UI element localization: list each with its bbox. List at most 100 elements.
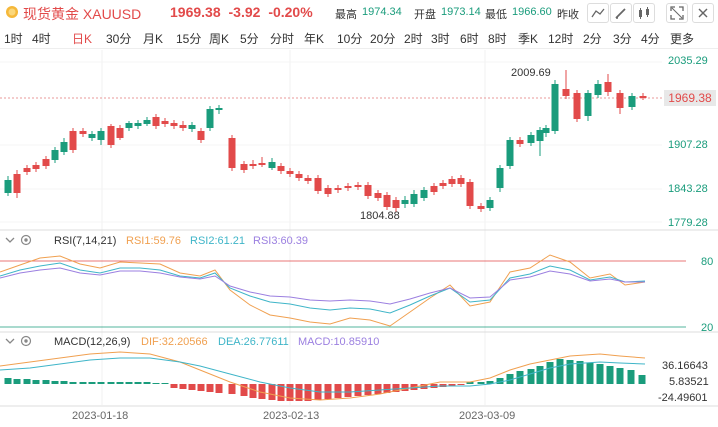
- collapse-icon[interactable]: [4, 234, 16, 249]
- period-tab[interactable]: 2时: [404, 32, 423, 46]
- period-tab[interactable]: 20分: [370, 32, 396, 46]
- candle-body: [542, 128, 550, 133]
- candle-body: [466, 182, 474, 206]
- candle-body: [23, 168, 31, 172]
- period-tab[interactable]: 3时: [431, 32, 450, 46]
- candle-body: [32, 165, 40, 169]
- settings-icon[interactable]: [20, 335, 32, 350]
- candle-body: [573, 93, 581, 119]
- candle-body: [527, 135, 535, 143]
- y-label-main-4: 1779.28: [668, 217, 708, 229]
- period-tab[interactable]: 季K: [518, 32, 539, 46]
- candle-body: [240, 164, 248, 170]
- x-label-1: 2023-01-18: [72, 410, 129, 422]
- macd-bar: [107, 382, 115, 384]
- line-tool-button[interactable]: [587, 3, 609, 23]
- period-tab[interactable]: 30分: [106, 32, 132, 46]
- macd-bar: [240, 384, 248, 396]
- price-change: -3.92: [228, 4, 261, 20]
- macd-bar: [439, 384, 447, 387]
- candle-body: [277, 166, 285, 171]
- candle-body: [286, 171, 294, 174]
- current-price-tag: 1969.38: [664, 90, 716, 106]
- candle-body: [107, 126, 115, 145]
- period-tab[interactable]: 8时: [488, 32, 507, 46]
- period-tab[interactable]: 5分: [240, 32, 259, 46]
- period-tab[interactable]: 12时: [548, 32, 574, 46]
- draw-tool-button[interactable]: [610, 3, 632, 23]
- candle-body: [506, 140, 514, 166]
- macd-value: MACD:10.85910: [298, 336, 380, 348]
- period-tab[interactable]: 10分: [337, 32, 363, 46]
- macd-bar: [627, 370, 635, 384]
- candle-body: [383, 195, 391, 207]
- last-price: 1969.38 -3.92 -0.20%: [170, 4, 313, 20]
- macd-bar: [79, 382, 87, 384]
- candle-body: [295, 174, 303, 178]
- macd-bar: [586, 363, 594, 384]
- period-tab[interactable]: 分时: [270, 32, 295, 46]
- candle-body: [584, 93, 592, 116]
- period-tab[interactable]: 更多: [670, 32, 695, 46]
- settings-icon[interactable]: [20, 234, 32, 249]
- macd-bar: [324, 384, 332, 399]
- macd-bar: [616, 368, 624, 384]
- candle-style-button[interactable]: [633, 3, 655, 23]
- macd-bar: [430, 384, 438, 388]
- rsi3-line: [0, 267, 645, 305]
- candle-body: [4, 180, 12, 193]
- macd-header: MACD(12,26,9) DIF:32.20566 DEA:26.77611 …: [0, 334, 718, 350]
- macd-bar: [477, 382, 485, 384]
- period-tab[interactable]: 15分: [176, 32, 202, 46]
- macd-bar: [134, 382, 142, 384]
- candle-body: [314, 178, 322, 191]
- period-tab[interactable]: 年K: [304, 32, 325, 46]
- macd-bar: [23, 379, 31, 384]
- rsi-y-80: 80: [701, 256, 714, 268]
- candle-body: [477, 206, 485, 209]
- period-tab[interactable]: 3分: [613, 32, 632, 46]
- macd-bar: [383, 384, 391, 393]
- period-tab[interactable]: 4时: [32, 32, 51, 46]
- macd-bar: [354, 384, 362, 396]
- high-value: 1974.34: [362, 6, 402, 18]
- period-tab[interactable]: 日K: [72, 32, 93, 46]
- period-tab[interactable]: 6时: [460, 32, 479, 46]
- open-value: 1973.14: [441, 6, 481, 18]
- period-tab[interactable]: 周K: [209, 32, 230, 46]
- period-tab[interactable]: 1时: [4, 32, 23, 46]
- candle-body: [51, 150, 59, 160]
- macd-bar: [516, 371, 524, 384]
- period-tab[interactable]: 月K: [143, 32, 164, 46]
- macd-bar: [215, 384, 223, 393]
- candle-body: [143, 120, 151, 124]
- period-tabs: 1时 4时 日K 30分 月K 15分 周K 5分 分时 年K 10分 20分 2时 3时 6时 8时 季K 12…: [0, 26, 718, 49]
- y-label-main-1: 2035.29: [668, 55, 708, 67]
- rsi2-value: RSI2:61.21: [190, 235, 246, 247]
- close-button[interactable]: [692, 3, 714, 23]
- prev-close-label: 昨收: [557, 9, 579, 21]
- macd-bar: [161, 383, 169, 384]
- macd-bar: [152, 383, 160, 384]
- fullscreen-button[interactable]: [666, 3, 688, 23]
- price-value: 1969.38: [170, 4, 221, 20]
- period-tab[interactable]: 4分: [641, 32, 660, 46]
- macd-y-1: 36.16643: [662, 360, 708, 372]
- candle-body: [496, 168, 504, 188]
- candle-body: [410, 194, 418, 204]
- price-change-pct: -0.20%: [268, 4, 313, 20]
- collapse-icon[interactable]: [4, 335, 16, 350]
- candle-body: [125, 123, 133, 128]
- macd-bar: [60, 381, 68, 384]
- rsi1-value: RSI1:59.76: [126, 235, 182, 247]
- candle-body: [134, 123, 142, 126]
- macd-bar: [4, 378, 12, 384]
- candle-body: [249, 164, 257, 166]
- period-tab[interactable]: 2分: [583, 32, 602, 46]
- candle-body: [88, 134, 96, 138]
- macd-bar: [496, 378, 504, 384]
- candle-body: [486, 200, 494, 208]
- candle-body: [516, 140, 524, 144]
- candle-body: [161, 121, 169, 124]
